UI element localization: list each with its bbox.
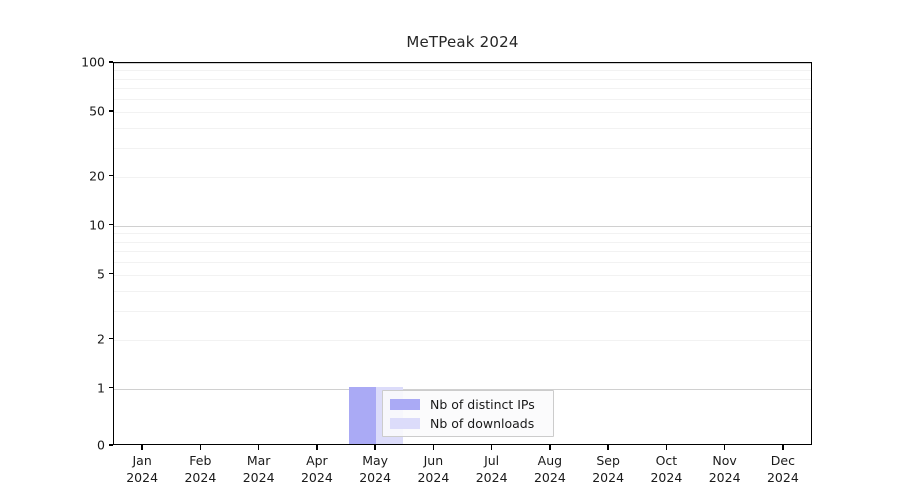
gridline-minor bbox=[114, 250, 811, 252]
y-tick-mark bbox=[109, 224, 113, 226]
legend-item[interactable]: Nb of downloads bbox=[390, 415, 546, 432]
y-tick-label: 50 bbox=[89, 103, 105, 119]
x-tick-mark bbox=[374, 445, 376, 450]
y-tick-label: 1 bbox=[97, 380, 105, 396]
y-tick-mark bbox=[109, 444, 113, 446]
y-tick-mark bbox=[109, 61, 113, 63]
x-tick-label: Nov 2024 bbox=[708, 453, 741, 485]
y-axis-labels: 0 1 2 5 10 20 50 100 bbox=[55, 55, 105, 453]
x-tick-mark bbox=[199, 445, 202, 450]
gridline-minor bbox=[114, 274, 811, 276]
gridline-minor bbox=[114, 88, 811, 90]
y-tick-mark bbox=[109, 273, 113, 275]
gridline-minor bbox=[114, 127, 811, 129]
x-tick-mark bbox=[782, 445, 784, 450]
x-tick-label: Mar 2024 bbox=[242, 453, 275, 485]
x-tick-mark bbox=[257, 445, 260, 450]
x-tick-mark bbox=[665, 445, 668, 450]
x-tick-label: Jan 2024 bbox=[126, 453, 159, 485]
y-tick-mark bbox=[109, 337, 113, 340]
legend-label: Nb of downloads bbox=[430, 416, 535, 431]
plot-area bbox=[113, 62, 812, 445]
x-tick-mark bbox=[316, 445, 318, 450]
y-axis-ticks bbox=[109, 61, 113, 446]
x-tick-mark bbox=[432, 445, 435, 450]
y-tick-label: 20 bbox=[89, 168, 105, 184]
chart-legend: Nb of distinct IPs Nb of downloads bbox=[382, 390, 554, 437]
y-tick-label: 100 bbox=[81, 54, 105, 70]
gridline-major bbox=[114, 388, 811, 390]
bar bbox=[349, 386, 377, 444]
gridline-minor bbox=[114, 70, 811, 72]
x-tick-label: Apr 2024 bbox=[300, 453, 333, 485]
gridline-minor bbox=[114, 99, 811, 101]
x-tick-label: Jun 2024 bbox=[417, 453, 450, 485]
legend-swatch-icon bbox=[390, 418, 420, 429]
gridline-minor bbox=[114, 112, 811, 113]
gridline-minor bbox=[114, 339, 811, 341]
x-tick-mark bbox=[723, 445, 726, 450]
gridline-minor bbox=[114, 233, 811, 235]
gridline-minor bbox=[114, 241, 811, 243]
x-tick-label: Oct 2024 bbox=[650, 453, 683, 485]
y-tick-mark bbox=[109, 386, 113, 389]
gridline-major bbox=[114, 225, 811, 227]
legend-item[interactable]: Nb of distinct IPs bbox=[390, 396, 546, 413]
gridline-minor bbox=[114, 176, 811, 178]
x-axis-labels: Jan 2024 Feb 2024 Mar 2024 Apr 2024 May 2024 Jun 20… bbox=[113, 452, 812, 496]
legend-label: Nb of distinct IPs bbox=[430, 397, 535, 412]
y-tick-label: 5 bbox=[97, 266, 105, 282]
x-tick-label: Feb 2024 bbox=[184, 453, 217, 485]
x-tick-label: Jul 2024 bbox=[475, 453, 508, 485]
y-tick-label: 2 bbox=[97, 331, 105, 347]
x-tick-mark bbox=[549, 445, 551, 450]
y-tick-mark bbox=[109, 110, 113, 112]
gridline-major bbox=[114, 63, 811, 64]
x-axis-ticks bbox=[113, 445, 812, 450]
legend-swatch-icon bbox=[390, 399, 420, 410]
chart-title: MeTPeak 2024 bbox=[406, 33, 519, 51]
gridline-minor bbox=[114, 290, 811, 292]
gridline-minor bbox=[114, 78, 811, 80]
x-tick-mark bbox=[607, 445, 609, 450]
gridline-minor bbox=[114, 148, 811, 150]
gridline-minor bbox=[114, 261, 811, 263]
y-tick-label: 0 bbox=[97, 437, 105, 453]
x-tick-mark bbox=[490, 445, 493, 450]
x-tick-label: May 2024 bbox=[359, 453, 392, 485]
x-tick-label: Aug 2024 bbox=[533, 453, 566, 485]
y-tick-mark bbox=[109, 175, 113, 177]
gridline-minor bbox=[114, 310, 811, 312]
x-tick-label: Dec 2024 bbox=[766, 453, 799, 485]
x-tick-label: Sep 2024 bbox=[592, 453, 625, 485]
y-tick-label: 10 bbox=[89, 217, 105, 233]
x-tick-mark bbox=[141, 445, 143, 450]
